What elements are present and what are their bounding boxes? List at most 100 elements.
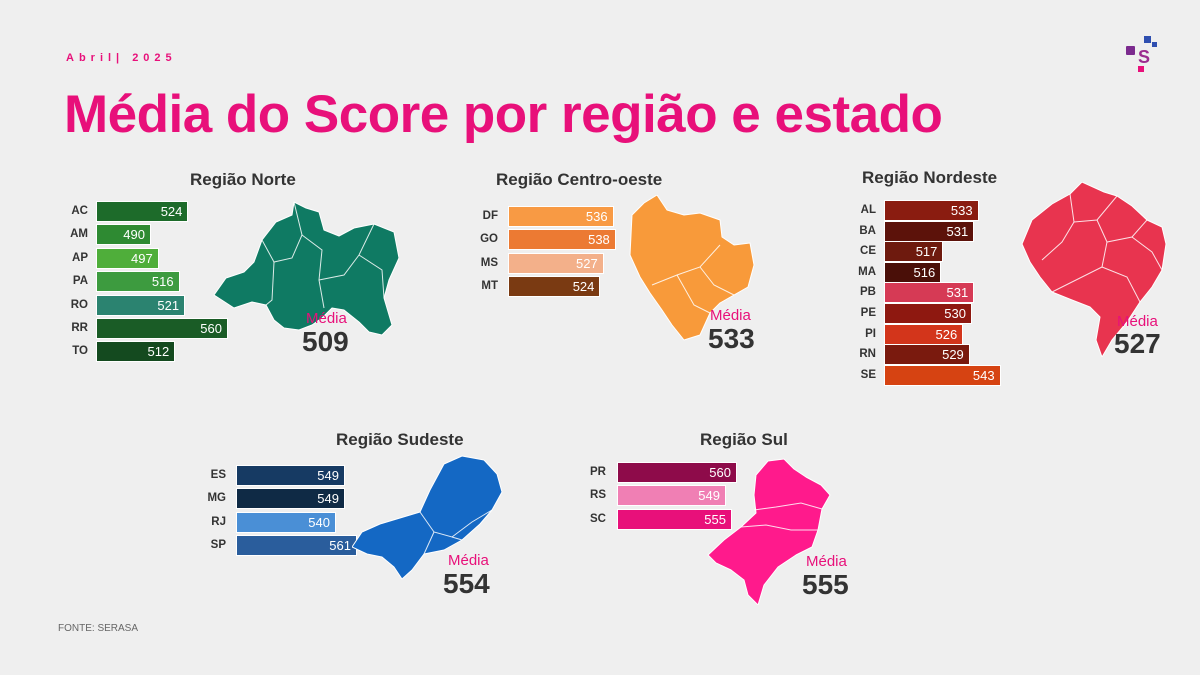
state-label: PR bbox=[590, 466, 606, 478]
bar-value: 549 bbox=[317, 491, 339, 507]
state-label: MT bbox=[481, 280, 498, 293]
average-label: Média bbox=[448, 552, 489, 569]
bar-value: 490 bbox=[123, 227, 145, 243]
bar bbox=[236, 511, 336, 533]
bar-value: 533 bbox=[950, 203, 973, 218]
bar-value: 543 bbox=[972, 367, 995, 383]
state-label: TO bbox=[72, 345, 88, 358]
state-label: RN bbox=[859, 348, 876, 361]
south-region-map-icon bbox=[707, 458, 831, 605]
state-label: RO bbox=[70, 298, 88, 311]
bar bbox=[884, 364, 1001, 386]
bar-value: 524 bbox=[160, 204, 183, 219]
bar bbox=[884, 241, 944, 263]
bar bbox=[236, 488, 345, 510]
state-label: BA bbox=[859, 224, 876, 237]
average-label: Média bbox=[806, 553, 847, 570]
state-label: MG bbox=[207, 492, 226, 505]
state-label: MA bbox=[858, 265, 876, 278]
bar bbox=[508, 206, 614, 227]
bar-value: 531 bbox=[946, 285, 969, 301]
average-value: 554 bbox=[443, 568, 490, 599]
state-label: MS bbox=[480, 256, 498, 269]
northeast-region-map-icon bbox=[1021, 182, 1167, 357]
bar-value: 536 bbox=[585, 209, 608, 224]
bar bbox=[884, 261, 942, 283]
bar bbox=[96, 247, 159, 269]
bar bbox=[884, 220, 975, 242]
state-label: SP bbox=[210, 539, 226, 552]
bar-value: 516 bbox=[151, 274, 174, 290]
bar-value: 549 bbox=[698, 488, 720, 504]
region-title: Região Sul bbox=[700, 430, 788, 449]
state-label: SC bbox=[590, 512, 606, 525]
bar bbox=[96, 294, 186, 316]
source-note: FONTE: SERASA bbox=[58, 623, 139, 634]
bar bbox=[96, 224, 151, 246]
bar-value: 560 bbox=[709, 465, 731, 480]
center-west-region-map-icon bbox=[629, 195, 755, 341]
logo-letter: S bbox=[1138, 47, 1150, 67]
state-label: AC bbox=[71, 205, 88, 217]
average-label: Média bbox=[710, 307, 751, 324]
state-label: AL bbox=[860, 204, 876, 216]
bar-value: 561 bbox=[329, 538, 351, 554]
serasa-s-logo-icon: S bbox=[1126, 36, 1157, 72]
bar bbox=[508, 229, 616, 251]
region-title: Região Sudeste bbox=[336, 430, 464, 449]
bar-value: 529 bbox=[942, 347, 964, 363]
state-label: RJ bbox=[211, 515, 226, 528]
bar-value: 531 bbox=[946, 223, 969, 239]
region-title: Região Norte bbox=[190, 170, 296, 189]
bar-value: 524 bbox=[572, 279, 595, 295]
bar bbox=[96, 271, 180, 293]
state-label: PA bbox=[72, 275, 88, 288]
bar-value: 516 bbox=[913, 264, 936, 280]
bar-value: 549 bbox=[317, 468, 339, 483]
bar bbox=[884, 200, 979, 221]
average-label: Média bbox=[306, 310, 347, 327]
region-title: Região Nordeste bbox=[862, 168, 998, 187]
state-label: ES bbox=[210, 469, 226, 481]
average-value: 533 bbox=[708, 323, 755, 354]
state-label: CE bbox=[860, 245, 876, 258]
bar bbox=[508, 252, 604, 274]
bar bbox=[236, 465, 345, 486]
report-date: Abril| 2025 bbox=[66, 52, 177, 64]
state-label: DF bbox=[482, 210, 498, 222]
region-title: Região Centro-oeste bbox=[496, 170, 663, 189]
bar-value: 538 bbox=[588, 232, 610, 248]
state-label: AP bbox=[72, 251, 88, 264]
average-value: 555 bbox=[802, 569, 849, 600]
bar bbox=[884, 344, 970, 366]
bar bbox=[884, 303, 972, 324]
bar bbox=[884, 282, 975, 304]
bar-value: 527 bbox=[575, 255, 598, 271]
bar bbox=[617, 485, 726, 507]
state-label: GO bbox=[480, 233, 498, 246]
bar-value: 530 bbox=[944, 306, 966, 321]
bar bbox=[508, 276, 601, 298]
bar-value: 560 bbox=[200, 321, 222, 336]
bar-value: 497 bbox=[130, 250, 153, 266]
state-label: SE bbox=[860, 368, 876, 381]
bar bbox=[96, 201, 189, 222]
state-label: PE bbox=[860, 307, 876, 319]
average-label: Média bbox=[1117, 313, 1158, 330]
bar-value: 517 bbox=[915, 244, 938, 260]
average-value: 509 bbox=[302, 326, 349, 357]
state-label: AM bbox=[70, 228, 88, 241]
bar bbox=[884, 323, 964, 345]
state-label: RR bbox=[71, 322, 88, 334]
north-region-map-icon bbox=[213, 201, 399, 336]
average-value: 527 bbox=[1114, 328, 1161, 359]
bar bbox=[96, 318, 228, 339]
state-label: RS bbox=[590, 489, 606, 502]
southeast-region-map-icon bbox=[352, 455, 503, 580]
bar-value: 512 bbox=[147, 344, 170, 360]
bar bbox=[96, 341, 176, 363]
bar-value: 555 bbox=[704, 511, 726, 527]
page-title: Média do Score por região e estado bbox=[64, 85, 943, 144]
state-label: PB bbox=[860, 286, 876, 299]
state-label: PI bbox=[865, 327, 876, 340]
